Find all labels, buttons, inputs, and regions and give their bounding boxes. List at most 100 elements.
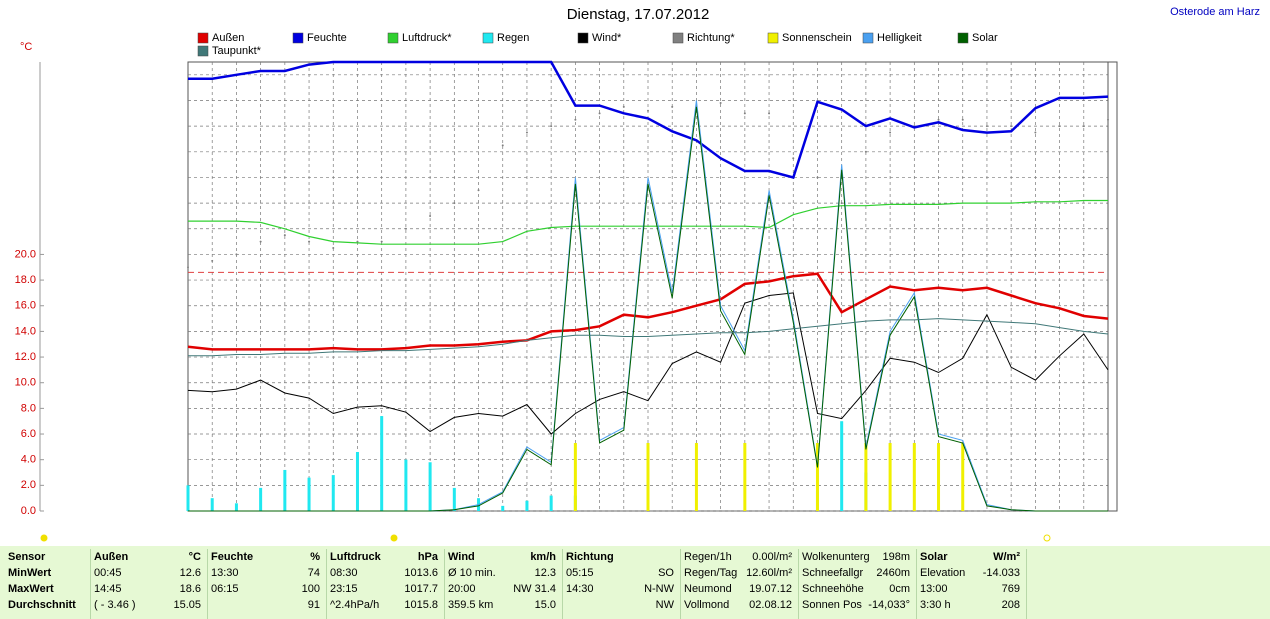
table-block: Sensor MinWert MaxWert Durchschnitt — [4, 549, 91, 619]
y-unit: °C — [20, 41, 32, 53]
dot — [937, 118, 940, 121]
dot — [283, 234, 286, 237]
cell: 1017.7 — [404, 583, 438, 595]
dot — [671, 105, 674, 108]
dot — [864, 150, 867, 153]
cell: 198m — [882, 551, 910, 563]
cell: MinWert — [8, 567, 52, 579]
cell: °C — [188, 551, 201, 563]
y-tick-label: 8.0 — [21, 402, 36, 414]
cell: 208 — [1001, 599, 1020, 611]
table-row: 91 — [211, 597, 320, 613]
dot — [429, 214, 432, 217]
table-row: Sonnen Pos -14,033° — [802, 597, 910, 613]
cell: 12.3 — [534, 567, 556, 579]
table-row: NW — [566, 597, 674, 613]
legend-swatch — [767, 32, 779, 44]
bar — [549, 495, 553, 511]
y-tick-label: 18.0 — [15, 274, 36, 286]
legend-swatch — [957, 32, 969, 44]
cell: 359.5 km — [448, 599, 494, 611]
y-tick-label: 14.0 — [15, 325, 36, 337]
dot — [308, 240, 311, 243]
dot — [477, 189, 480, 192]
bar — [646, 443, 650, 511]
cell: Elevation — [920, 567, 966, 579]
y-tick-label: 10.0 — [15, 377, 36, 389]
cell: ^2.4hPa/h — [330, 599, 380, 611]
legend-swatch — [292, 32, 304, 44]
cell: % — [310, 551, 320, 563]
table-block: Richtung 05:15 SO 14:30 N-NW NW — [562, 549, 681, 619]
table-row: MinWert — [8, 565, 84, 581]
cell: 12.6 — [179, 567, 201, 579]
cell: Ø 10 min. — [448, 567, 496, 579]
chart: Dienstag, 17.07.2012 Osterode am Harz °C… — [15, 6, 1260, 542]
cell: 13:00 — [920, 583, 948, 595]
legend-swatch — [577, 32, 589, 44]
bar — [694, 443, 698, 511]
bar — [307, 477, 311, 511]
table-row: 13:00 769 — [920, 581, 1020, 597]
line — [188, 318, 1109, 357]
line — [188, 106, 1108, 512]
cell: 08:30 — [330, 567, 358, 579]
dot — [187, 266, 189, 269]
dot — [768, 112, 771, 115]
table-row: Regen/1h 0.00l/m² — [684, 549, 792, 565]
table-row: Schneefallgr 2460m — [802, 565, 910, 581]
bar — [331, 475, 335, 511]
legend-swatch — [672, 32, 684, 44]
plot-frame — [187, 61, 1118, 512]
dot — [816, 176, 819, 179]
cell: -14,033° — [868, 599, 910, 611]
table-block: Wolkenunterg 198m Schneefallgr 2460m Schneeh… — [798, 549, 917, 619]
bar — [888, 443, 892, 511]
legend-swatch — [197, 32, 209, 44]
y-tick-label: 20.0 — [15, 248, 36, 260]
cell: 15.05 — [173, 599, 201, 611]
cell: 3:30 h — [920, 599, 951, 611]
cell: 14:45 — [94, 583, 122, 595]
cell: NW 31.4 — [513, 583, 556, 595]
bar — [210, 498, 214, 511]
sun-marker — [390, 534, 398, 542]
dot — [1058, 125, 1061, 128]
table-block: Luftdruck hPa 08:30 1013.6 23:15 1017.7 ^2.4hP… — [326, 549, 445, 619]
sun-marker — [1043, 534, 1051, 542]
table-row: 359.5 km 15.0 — [448, 597, 556, 613]
dot — [550, 125, 553, 128]
bar — [452, 487, 456, 511]
line — [188, 60, 1109, 180]
bar — [912, 443, 916, 511]
table-header: Sensor — [8, 549, 84, 565]
cell: 23:15 — [330, 583, 358, 595]
bar — [937, 443, 941, 511]
table-header: Luftdruck hPa — [330, 549, 438, 565]
cell: NW — [655, 599, 674, 611]
bar — [259, 487, 263, 511]
cell: MaxWert — [8, 583, 54, 595]
bar — [815, 443, 819, 511]
cell: Schneefallgr — [802, 567, 864, 579]
dot — [889, 131, 892, 134]
dot — [259, 240, 262, 243]
legend-label: Helligkeit — [877, 32, 922, 44]
line — [188, 199, 1108, 245]
dot — [598, 112, 601, 115]
bar — [573, 443, 577, 511]
bar — [840, 421, 844, 511]
dot — [1010, 125, 1013, 128]
bar — [355, 451, 359, 511]
cell: hPa — [417, 551, 438, 563]
dot — [404, 227, 407, 230]
legend-label: Außen — [212, 32, 244, 44]
cell: ( - 3.46 ) — [94, 599, 136, 611]
location: Osterode am Harz — [1170, 6, 1260, 18]
cell: W/m² — [993, 551, 1020, 563]
table-header: Außen °C — [94, 549, 201, 565]
cell: 769 — [1001, 583, 1020, 595]
cell: 2460m — [876, 567, 910, 579]
legend-label: Wind* — [592, 32, 622, 44]
